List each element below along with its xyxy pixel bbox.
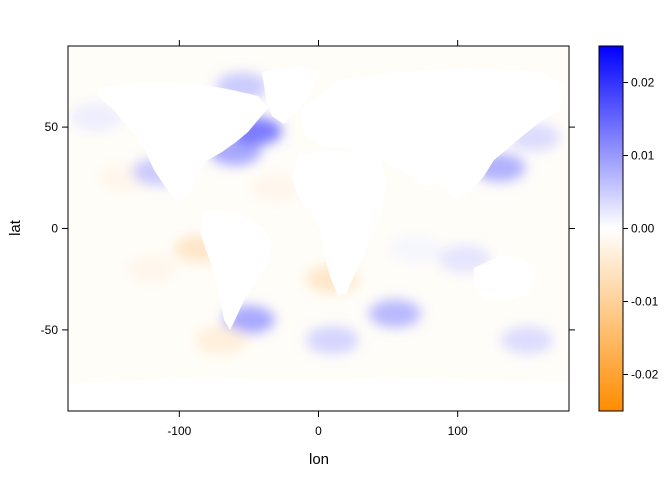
y-tick-label: 0 <box>51 222 58 236</box>
colorbar <box>598 45 624 412</box>
land-eurasia <box>300 68 565 200</box>
x-tick-label: 100 <box>448 424 468 438</box>
y-axis: -50 0 50 <box>41 120 575 337</box>
colorbar-tick-label: 0.02 <box>631 76 655 90</box>
colorbar-ticks: 0.02 0.01 0.00 -0.01 -0.02 <box>623 76 659 382</box>
x-axis-label: lon <box>309 451 329 468</box>
anomaly-patch-10 <box>195 326 248 355</box>
land-north-america <box>98 82 268 200</box>
colorbar-tick-label: 0.00 <box>631 222 655 236</box>
land-africa <box>292 150 386 296</box>
y-tick-label: -50 <box>41 323 59 337</box>
anomaly-patch-13 <box>369 299 422 328</box>
anomaly-patch-2 <box>69 102 122 131</box>
anomaly-patch-6 <box>250 173 303 202</box>
anomaly-patch-17 <box>501 326 554 355</box>
y-tick-label: 50 <box>45 120 59 134</box>
land-layer <box>68 66 569 411</box>
land-australia <box>474 256 536 300</box>
x-tick-label: -100 <box>167 424 191 438</box>
colorbar-tick-label: -0.02 <box>631 368 659 382</box>
colorbar-tick-label: -0.01 <box>631 295 659 309</box>
anomaly-patch-16 <box>438 244 491 273</box>
land-greenland <box>262 66 320 124</box>
y-axis-label: lat <box>7 219 24 236</box>
x-axis: -100 0 100 <box>167 40 468 438</box>
anomaly-patch-18 <box>389 234 442 263</box>
anomaly-patch-12 <box>306 326 359 355</box>
land-south-america <box>200 210 272 330</box>
land-antarctica <box>68 378 569 411</box>
x-tick-label: 0 <box>315 424 322 438</box>
anomaly-patch-8 <box>125 255 178 284</box>
colorbar-tick-label: 0.01 <box>631 149 655 163</box>
